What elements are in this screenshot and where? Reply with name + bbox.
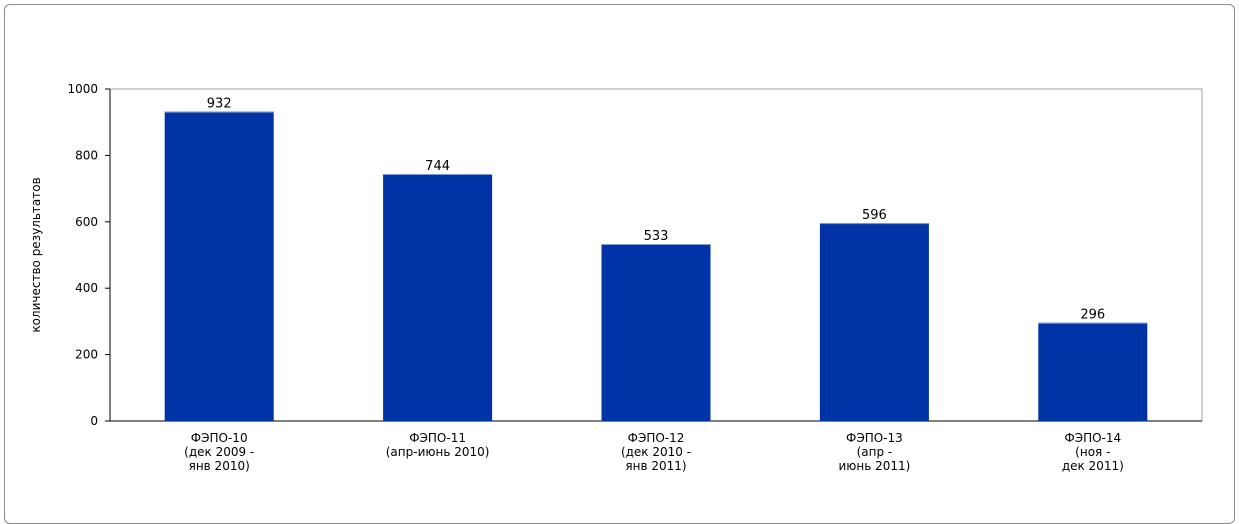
- x-category-label-line: янв 2010): [189, 459, 250, 473]
- x-category-label-line: янв 2011): [625, 459, 686, 473]
- bar-value-label: 296: [1080, 308, 1105, 323]
- x-category-label: ФЭПО-11 (апр-июнь 2010): [386, 431, 490, 459]
- x-category-label-line: (дек 2009 -: [184, 445, 254, 459]
- x-category-label: ФЭПО-12 (дек 2010 -янв 2011): [621, 431, 691, 473]
- x-category-label-line: ФЭПО-11: [409, 431, 466, 445]
- x-category-label-line: дек 2011): [1062, 459, 1124, 473]
- y-ticks: 0 200 400 600 800 1000: [67, 82, 110, 428]
- x-category-label-line: ФЭПО-14: [1064, 431, 1121, 445]
- x-category-label: ФЭПО-10 (дек 2009 -янв 2010): [184, 431, 254, 473]
- y-tick-label: 0: [90, 414, 98, 428]
- x-category-label-line: (апр -: [857, 445, 893, 459]
- bars: [164, 111, 1148, 422]
- bar: [601, 244, 711, 421]
- y-tick-label: 800: [75, 148, 98, 162]
- bar-value-label: 533: [644, 229, 669, 244]
- bar-chart: количество результатов 0 200 400 600 800 1000…: [29, 82, 1203, 473]
- x-category-label-line: ФЭПО-10: [191, 431, 248, 445]
- y-tick-label: 1000: [67, 82, 98, 96]
- x-category-label-line: июнь 2011): [838, 459, 910, 473]
- x-category-label-line: ФЭПО-13: [846, 431, 903, 445]
- bar-value-label: 596: [862, 208, 887, 223]
- x-category-label-line: (ноя -: [1075, 445, 1110, 459]
- y-axis-title: количество результатов: [29, 177, 43, 332]
- y-tick-label: 400: [75, 281, 98, 295]
- bar: [383, 173, 493, 421]
- data-labels: 932 744 533 596 296: [207, 97, 1105, 323]
- x-category-label: ФЭПО-14 (ноя -дек 2011): [1062, 431, 1124, 473]
- y-tick-label: 200: [75, 348, 98, 362]
- category-labels: ФЭПО-10 (дек 2009 -янв 2010) ФЭПО-11 (апр-и…: [184, 431, 1124, 473]
- bar-value-label: 932: [207, 97, 232, 112]
- y-tick-label: 600: [75, 215, 98, 229]
- bar: [819, 223, 929, 421]
- x-category-label-line: ФЭПО-12: [628, 431, 685, 445]
- x-category-label-line: (апр-июнь 2010): [386, 445, 490, 459]
- bar: [164, 111, 274, 422]
- x-category-label-line: (дек 2010 -: [621, 445, 691, 459]
- x-category-label: ФЭПО-13 (апр -июнь 2011): [838, 431, 910, 473]
- bar: [1038, 322, 1148, 421]
- bar-value-label: 744: [425, 159, 450, 174]
